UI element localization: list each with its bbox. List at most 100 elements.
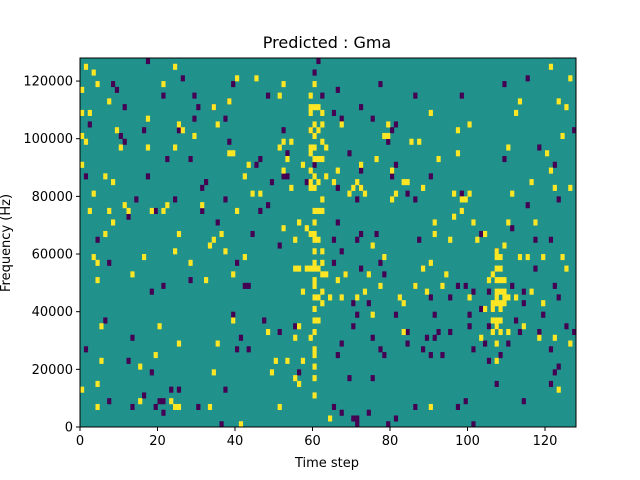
heatmap-cell-low bbox=[277, 242, 282, 249]
heatmap-cell-high bbox=[506, 328, 511, 336]
heatmap-cell-high bbox=[502, 300, 507, 307]
y-tick-label: 20000 bbox=[32, 363, 73, 378]
heatmap-cell-high bbox=[386, 121, 391, 128]
heatmap-cell-low bbox=[161, 92, 166, 99]
heatmap-cell-high bbox=[308, 334, 313, 341]
heatmap-cell-low bbox=[572, 328, 577, 336]
heatmap-cell-high bbox=[498, 317, 503, 324]
heatmap-cell-high bbox=[231, 317, 236, 324]
heatmap-cell-high bbox=[312, 259, 317, 266]
heatmap-cell-low bbox=[359, 167, 364, 174]
heatmap-cell-high bbox=[324, 271, 329, 278]
heatmap-cell-low bbox=[556, 363, 561, 370]
heatmap-cell-high bbox=[428, 109, 433, 116]
heatmap-cell-high bbox=[173, 403, 178, 411]
heatmap-cell-high bbox=[312, 328, 317, 336]
heatmap-cell-low bbox=[130, 403, 135, 411]
heatmap-cell-low bbox=[502, 81, 507, 88]
heatmap-cell-high bbox=[277, 144, 282, 151]
heatmap-cell-high bbox=[211, 369, 216, 376]
heatmap-cell-high bbox=[320, 109, 325, 116]
heatmap-cell-high bbox=[173, 63, 178, 70]
heatmap-cell-high bbox=[541, 300, 546, 307]
heatmap-cell-high bbox=[99, 323, 104, 330]
heatmap-cell-low bbox=[552, 369, 557, 376]
heatmap-cell-high bbox=[312, 207, 317, 214]
heatmap-cell-low bbox=[572, 127, 577, 134]
x-axis: 0 20 40 60 80 100 120 bbox=[76, 427, 557, 449]
heatmap-cell-high bbox=[312, 132, 317, 140]
heatmap-cell-high bbox=[386, 132, 391, 140]
heatmap-cell-high bbox=[452, 190, 457, 197]
heatmap-cell-high bbox=[502, 277, 507, 284]
heatmap-cell-high bbox=[490, 271, 495, 278]
heatmap-cell-high bbox=[269, 369, 275, 376]
heatmap-cell-high bbox=[188, 259, 193, 266]
heatmap-cell-high bbox=[312, 144, 317, 151]
heatmap-cell-low bbox=[514, 317, 519, 324]
heatmap-cell-high bbox=[312, 121, 317, 128]
heatmap-cell-high bbox=[111, 179, 116, 186]
heatmap-cell-low bbox=[448, 328, 453, 336]
heatmap-cell-low bbox=[281, 127, 286, 134]
heatmap-cell-high bbox=[145, 115, 151, 122]
heatmap-cell-low bbox=[417, 236, 422, 243]
heatmap-cell-high bbox=[494, 323, 499, 330]
heatmap-cell-low bbox=[386, 421, 391, 428]
heatmap-cell-high bbox=[130, 271, 135, 278]
heatmap-cell-low bbox=[266, 202, 271, 209]
heatmap-cell-low bbox=[486, 288, 492, 295]
heatmap-cell-low bbox=[196, 104, 201, 111]
heatmap-cell-low bbox=[169, 386, 174, 393]
heatmap-cell-low bbox=[510, 225, 515, 232]
heatmap-cell-high bbox=[548, 167, 554, 174]
heatmap-cell-high bbox=[293, 334, 298, 341]
heatmap-cell-low bbox=[432, 311, 437, 318]
heatmap-cell-high bbox=[568, 340, 573, 347]
heatmap-cell-high bbox=[300, 161, 306, 168]
heatmap-cell-high bbox=[355, 179, 360, 186]
heatmap-cell-low bbox=[393, 161, 399, 168]
heatmap-cell-high bbox=[498, 265, 503, 272]
heatmap-cell-high bbox=[95, 403, 100, 411]
heatmap-cell-high bbox=[316, 179, 321, 186]
heatmap-cell-high bbox=[312, 317, 317, 324]
heatmap-cell-low bbox=[459, 92, 464, 99]
heatmap-cell-high bbox=[328, 294, 333, 301]
heatmap-cell-high bbox=[320, 138, 325, 145]
heatmap-cell-low bbox=[215, 219, 220, 226]
heatmap-cell-high bbox=[494, 254, 499, 261]
heatmap-cell-high bbox=[173, 248, 178, 255]
heatmap-cell-low bbox=[335, 184, 340, 191]
heatmap-cell-high bbox=[246, 161, 251, 168]
heatmap-cell-high bbox=[560, 254, 565, 261]
heatmap-cell-high bbox=[498, 288, 503, 295]
heatmap-cell-high bbox=[138, 363, 143, 370]
heatmap-cell-low bbox=[393, 311, 399, 318]
heatmap-cell-low bbox=[355, 415, 360, 422]
heatmap-cell-high bbox=[413, 282, 418, 289]
heatmap-cell-high bbox=[525, 254, 530, 261]
heatmap-cell-low bbox=[405, 190, 410, 197]
heatmap-cell-low bbox=[351, 323, 356, 330]
heatmap-cell-high bbox=[320, 121, 325, 128]
heatmap-cell-high bbox=[223, 248, 228, 255]
y-tick-label: 120000 bbox=[23, 75, 73, 90]
heatmap-cell-high bbox=[215, 121, 220, 128]
heatmap-cell-low bbox=[285, 150, 290, 157]
heatmap-cell-high bbox=[219, 230, 224, 238]
heatmap-cell-high bbox=[517, 98, 523, 105]
heatmap-cell-high bbox=[200, 202, 205, 209]
heatmap-cell-high bbox=[312, 156, 317, 163]
heatmap-cell-low bbox=[463, 398, 468, 405]
heatmap-cell-low bbox=[254, 161, 259, 168]
heatmap-cell-high bbox=[514, 294, 519, 301]
heatmap-cell-low bbox=[366, 300, 371, 307]
heatmap-cell-low bbox=[277, 328, 282, 336]
heatmap-cell-high bbox=[176, 121, 182, 128]
heatmap-cell-high bbox=[99, 357, 104, 364]
heatmap-cell-high bbox=[355, 294, 360, 301]
heatmap-cell-high bbox=[374, 156, 379, 163]
heatmap-cell-high bbox=[514, 109, 519, 116]
heatmap-cell-low bbox=[122, 104, 127, 111]
